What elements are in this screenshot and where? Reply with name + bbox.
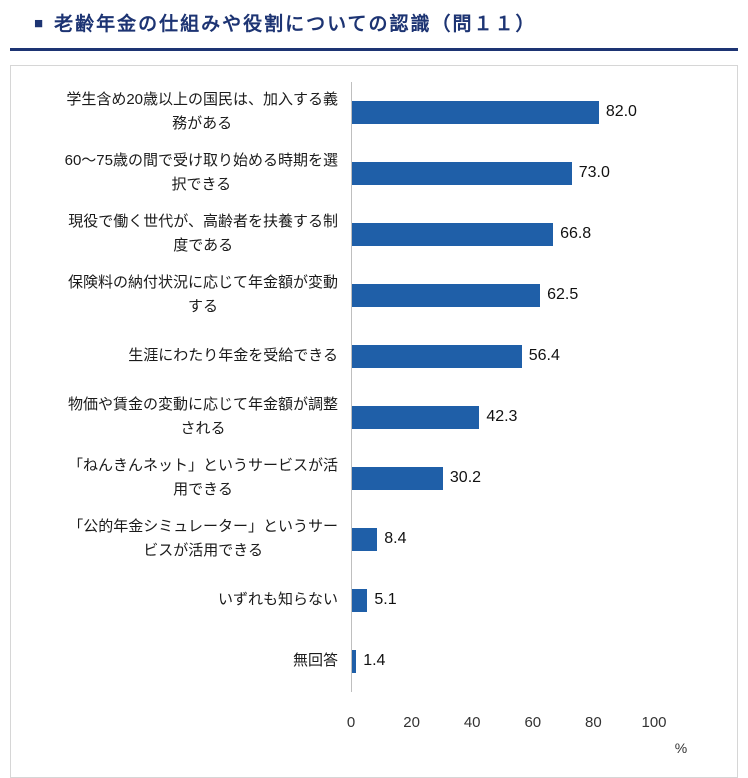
chart-row: 「ねんきんネット」というサービスが活 用できる 30.2: [21, 447, 737, 509]
chart-row: 生涯にわたり年金を受給できる 56.4: [21, 325, 737, 387]
bar: [352, 649, 357, 673]
x-tick-label: 60: [524, 713, 542, 731]
bar-track: 62.5: [351, 264, 653, 326]
x-tick-label: 40: [463, 713, 481, 731]
value-label: 82.0: [605, 103, 637, 121]
bar-track: 82.0: [351, 81, 653, 143]
value-label: 8.4: [384, 530, 407, 548]
category-label-text: 60〜75歳の間で受け取り始める時期を選 択できる: [64, 152, 338, 194]
x-axis-unit-label: %: [674, 739, 688, 756]
value-label: 66.8: [560, 225, 592, 243]
page-title: ■ 老齢年金の仕組みや役割についての認識（問１１）: [10, 12, 738, 37]
chart-container: 学生含め20歳以上の国民は、加入する義 務がある 82.0 60〜75歳の間で受け取…: [10, 64, 738, 778]
category-label-text: いずれも知らない: [217, 591, 338, 609]
value-label: 73.0: [578, 164, 610, 182]
value-label: 42.3: [486, 408, 518, 426]
category-label-text: 学生含め20歳以上の国民は、加入する義 務がある: [66, 91, 338, 133]
x-tick-label: 0: [346, 713, 356, 731]
x-axis-ticks: 0 20 40 60 80 100: [347, 713, 667, 734]
bar: [352, 588, 368, 612]
category-label-text: 物価や賃金の変動に応じて年金額が調整 される: [67, 396, 338, 438]
bar: [352, 283, 541, 307]
bar: [352, 527, 378, 551]
category-label: 現役で働く世代が、高齢者を扶養する制 度である: [21, 210, 351, 258]
bar: [352, 100, 599, 124]
category-label: 物価や賃金の変動に応じて年金額が調整 される: [21, 393, 351, 441]
chart-row: いずれも知らない 5.1: [21, 569, 737, 631]
bar-track: 73.0: [351, 142, 653, 204]
category-label-text: 保険料の納付状況に応じて年金額が変動 する: [67, 274, 338, 316]
value-label: 62.5: [547, 286, 579, 304]
title-bullet-icon: ■: [34, 15, 46, 33]
category-label-text: 「ねんきんネット」というサービスが活 用できる: [67, 457, 338, 499]
category-label: 「ねんきんネット」というサービスが活 用できる: [21, 454, 351, 502]
chart-row: 無回答 1.4: [21, 630, 737, 692]
bar: [352, 161, 572, 185]
value-label: 56.4: [528, 347, 560, 365]
chart-rows: 学生含め20歳以上の国民は、加入する義 務がある 82.0 60〜75歳の間で受け取…: [21, 81, 737, 692]
bar-track: 66.8: [351, 203, 653, 265]
category-label: いずれも知らない: [21, 588, 351, 612]
bar-track: 30.2: [351, 447, 653, 509]
chart-row: 学生含め20歳以上の国民は、加入する義 務がある 82.0: [21, 81, 737, 143]
bar: [352, 466, 443, 490]
category-label-text: 「公的年金シミュレーター」というサー ビスが活用できる: [68, 518, 338, 560]
category-label: 無回答: [21, 649, 351, 673]
chart-row: 物価や賃金の変動に応じて年金額が調整 される 42.3: [21, 386, 737, 448]
x-tick-label: 20: [403, 713, 420, 731]
category-label: 学生含め20歳以上の国民は、加入する義 務がある: [21, 88, 351, 136]
category-label: 60〜75歳の間で受け取り始める時期を選 択できる: [21, 149, 351, 197]
x-tick-label: 80: [585, 713, 602, 731]
bar-track: 42.3: [351, 386, 653, 448]
value-label: 30.2: [449, 469, 482, 487]
x-axis-unit-row: %: [351, 740, 687, 766]
bar-track: 56.4: [351, 325, 653, 387]
chart-row: 現役で働く世代が、高齢者を扶養する制 度である 66.8: [21, 203, 737, 265]
category-label: 生涯にわたり年金を受給できる: [21, 344, 351, 368]
category-label-text: 生涯にわたり年金を受給できる: [128, 347, 338, 365]
chart-row: 「公的年金シミュレーター」というサー ビスが活用できる 8.4: [21, 508, 737, 570]
value-label: 5.1: [374, 591, 397, 609]
chart-row: 60〜75歳の間で受け取り始める時期を選 択できる 73.0: [21, 142, 737, 204]
x-tick-label: 100: [641, 713, 667, 731]
bar: [352, 405, 480, 429]
value-label: 1.4: [363, 652, 386, 670]
chart-row: 保険料の納付状況に応じて年金額が変動 する 62.5: [21, 264, 737, 326]
title-underline: [10, 47, 738, 51]
category-label-text: 現役で働く世代が、高齢者を扶養する制 度である: [68, 213, 338, 255]
category-label: 保険料の納付状況に応じて年金額が変動 する: [21, 271, 351, 319]
bar-track: 5.1: [351, 569, 653, 631]
bar-track: 8.4: [351, 508, 653, 570]
bar-track: 1.4: [351, 630, 653, 692]
category-label: 「公的年金シミュレーター」というサー ビスが活用できる: [21, 515, 351, 563]
category-label-text: 無回答: [292, 652, 338, 670]
bar: [352, 344, 522, 368]
bar: [352, 222, 554, 246]
page-title-text: 老齢年金の仕組みや役割についての認識（問１１）: [54, 14, 537, 35]
